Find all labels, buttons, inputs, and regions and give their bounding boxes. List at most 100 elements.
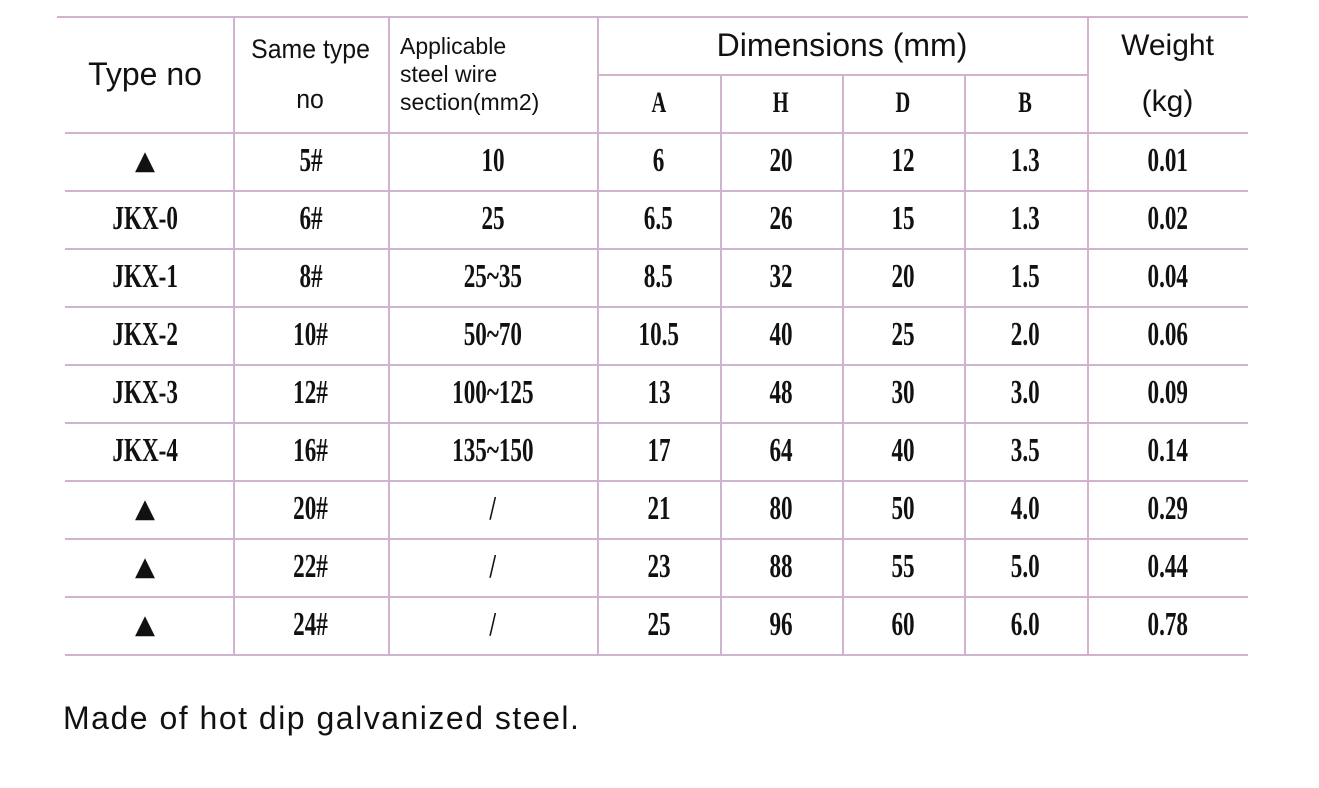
table-cell: 6.5 — [597, 190, 720, 248]
table-cell: ▲ — [57, 480, 233, 538]
cell-text: / — [489, 490, 496, 527]
table-cell: 8.5 — [597, 248, 720, 306]
table-cell: 88 — [720, 538, 842, 596]
cell-text: 5# — [298, 142, 323, 179]
header-cell: Same type no — [233, 16, 388, 132]
cell-text: 1.3 — [1011, 142, 1040, 179]
table-cell: 0.44 — [1087, 538, 1248, 596]
table-cell: 0.29 — [1087, 480, 1248, 538]
cell-text: / — [489, 548, 496, 585]
table-cell: 1.3 — [964, 190, 1087, 248]
cell-text: 40 — [891, 432, 915, 469]
cell-text: 8# — [298, 258, 323, 295]
cell-text: 0.44 — [1147, 548, 1188, 585]
rule — [65, 538, 1248, 540]
rule — [388, 16, 390, 654]
table-cell: 100~125 — [388, 364, 597, 422]
table-cell: / — [388, 538, 597, 596]
table-cell: 0.14 — [1087, 422, 1248, 480]
cell-text: 10.5 — [638, 316, 679, 353]
rule — [65, 364, 1248, 366]
header-cell: A — [597, 74, 720, 132]
cell-text: 60 — [891, 606, 915, 643]
cell-text: 4.0 — [1011, 490, 1040, 527]
cell-text: JKX-4 — [112, 432, 178, 469]
table-cell: 40 — [842, 422, 964, 480]
cell-text: 0.78 — [1147, 606, 1188, 643]
table-cell: 26 — [720, 190, 842, 248]
header-text: steel wire — [400, 61, 498, 87]
cell-text: 6.5 — [644, 200, 673, 237]
table-cell: 1.5 — [964, 248, 1087, 306]
header-cell: Dimensions (mm) — [597, 16, 1087, 74]
header-text: D — [895, 86, 911, 119]
table-cell: 12 — [842, 132, 964, 190]
header-text: Applicable — [400, 33, 507, 59]
rule — [65, 596, 1248, 598]
table-cell: 16# — [233, 422, 388, 480]
table-cell: 8# — [233, 248, 388, 306]
cell-text: 96 — [769, 606, 793, 643]
table-cell: 20 — [720, 132, 842, 190]
table-cell: 13 — [597, 364, 720, 422]
table-cell: 0.09 — [1087, 364, 1248, 422]
table-cell: 0.06 — [1087, 306, 1248, 364]
header-text: A — [651, 86, 666, 119]
cell-text: JKX-0 — [112, 200, 178, 237]
table-cell: 32 — [720, 248, 842, 306]
cell-text: 32 — [769, 258, 793, 295]
table-cell: JKX-0 — [57, 190, 233, 248]
table-cell: 0.04 — [1087, 248, 1248, 306]
cell-text: 20# — [293, 490, 328, 527]
table-cell: 10 — [388, 132, 597, 190]
cell-text: JKX-1 — [112, 258, 178, 295]
cell-text: 10 — [480, 142, 505, 179]
cell-text: 25~35 — [463, 258, 522, 295]
cell-text: 88 — [769, 548, 793, 585]
table-cell: 6.0 — [964, 596, 1087, 654]
cell-text: 5.0 — [1011, 548, 1040, 585]
rule — [1087, 16, 1089, 654]
table-cell: 2.0 — [964, 306, 1087, 364]
cell-text: 1.5 — [1011, 258, 1040, 295]
header-text: B — [1018, 86, 1033, 119]
table-cell: 60 — [842, 596, 964, 654]
table-cell: 135~150 — [388, 422, 597, 480]
cell-text: 1.3 — [1011, 200, 1040, 237]
cell-text: 0.09 — [1147, 374, 1188, 411]
table-cell: 17 — [597, 422, 720, 480]
cell-text: 12 — [891, 142, 915, 179]
cell-text: 20 — [891, 258, 915, 295]
header-text: Dimensions (mm) — [716, 26, 968, 63]
table-cell: JKX-3 — [57, 364, 233, 422]
cell-text: 6# — [298, 200, 323, 237]
rule — [65, 248, 1248, 250]
cell-text: 100~125 — [451, 374, 534, 411]
table-cell: 5# — [233, 132, 388, 190]
cell-text: 22# — [293, 548, 328, 585]
header-text: section(mm2) — [400, 89, 540, 115]
table-cell: ▲ — [57, 538, 233, 596]
header-text: Weight — [1121, 29, 1214, 62]
table-cell: 40 — [720, 306, 842, 364]
cell-text: 80 — [769, 490, 793, 527]
cell-text: 0.14 — [1147, 432, 1188, 469]
table-cell: 10.5 — [597, 306, 720, 364]
cell-text: 50~70 — [463, 316, 522, 353]
note: Made of hot dip galvanized steel. — [63, 700, 581, 736]
table-cell: 55 — [842, 538, 964, 596]
table-cell: ▲ — [57, 132, 233, 190]
cell-text: 0.01 — [1147, 142, 1188, 179]
header-text: Same type — [251, 34, 370, 64]
cell-text: 23 — [646, 548, 671, 585]
header-cell: Weight (kg) — [1087, 16, 1248, 132]
cell-text: 21 — [646, 490, 671, 527]
cell-text: 55 — [891, 548, 915, 585]
cell-text: 3.5 — [1011, 432, 1040, 469]
cell-text: 2.0 — [1011, 316, 1040, 353]
rule — [65, 480, 1248, 482]
cell-text: 25 — [480, 200, 505, 237]
cell-text: 17 — [646, 432, 671, 469]
rule — [65, 190, 1248, 192]
